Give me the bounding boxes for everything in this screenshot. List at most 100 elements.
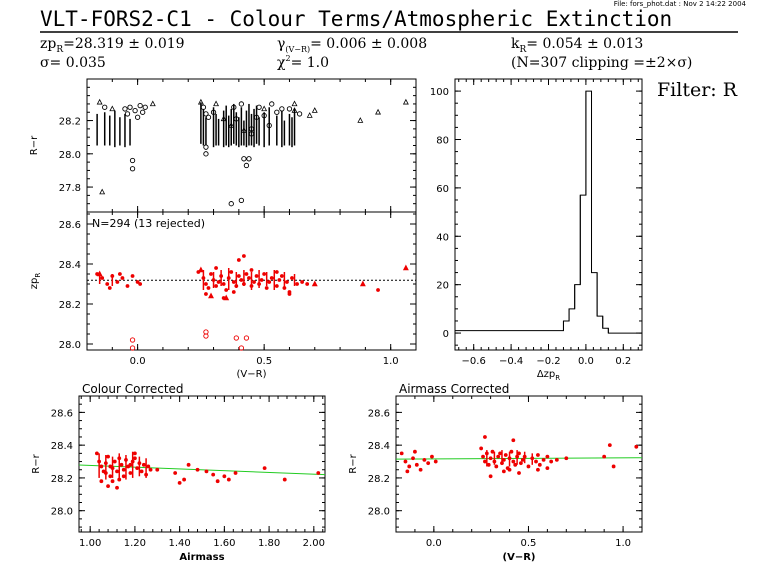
zp-symbol: zp — [40, 36, 56, 52]
dot-point — [545, 466, 550, 470]
dot-point — [611, 464, 616, 469]
dot-point — [483, 459, 487, 464]
dot-point — [484, 451, 489, 456]
triangle-point — [291, 100, 298, 107]
dot-point — [128, 462, 133, 467]
y-tick-label: 28.2 — [368, 474, 390, 485]
circle-point — [261, 112, 267, 119]
dot-point — [110, 479, 115, 484]
y-tick-label: 100 — [430, 87, 449, 98]
dot-point — [211, 278, 216, 282]
x-tick-label: 0.2 — [615, 356, 631, 367]
dot-point — [108, 464, 113, 469]
dot-point — [146, 464, 151, 469]
dot-point — [259, 278, 264, 282]
dot-point — [287, 292, 292, 296]
x-axis-label: Airmass — [179, 552, 224, 563]
dot-point — [231, 280, 236, 284]
dot-point — [121, 467, 126, 472]
y-tick-label: 28.6 — [59, 220, 81, 231]
dot-point — [121, 474, 126, 479]
triangle-point — [96, 98, 103, 105]
dot-point — [486, 462, 491, 467]
dot-point — [209, 272, 213, 276]
x-axis-label-sub: R — [555, 374, 560, 382]
fit-line — [78, 464, 326, 476]
circle-point — [243, 335, 250, 341]
dot-point — [422, 458, 427, 462]
dot-point — [216, 280, 221, 284]
y-tick-label: 28.4 — [51, 441, 73, 452]
dot-point — [215, 479, 220, 484]
dot-point — [155, 467, 160, 472]
x-tick-label: 1.60 — [213, 538, 235, 549]
circle-point — [102, 104, 108, 110]
dot-point — [515, 454, 520, 459]
dot-point — [222, 474, 227, 479]
dot-point — [541, 458, 546, 462]
dot-point — [279, 274, 284, 278]
chi-superscript: 2 — [285, 54, 290, 63]
triangle-point — [261, 105, 268, 112]
triangle-point — [99, 188, 106, 195]
dot-point — [511, 438, 516, 443]
circle-point — [137, 102, 143, 109]
sigma-readout: σ= 0.035 — [40, 55, 106, 71]
y-tick-label: 28.2 — [59, 117, 81, 128]
dot-point — [221, 282, 226, 286]
dot-point — [549, 459, 554, 464]
dot-point — [226, 276, 231, 280]
x-tick-label: 1.40 — [169, 538, 191, 549]
dot-point — [244, 272, 249, 276]
circle-point — [248, 126, 255, 132]
dot-point — [503, 453, 508, 457]
y-tick-label: 60 — [436, 184, 449, 195]
file-info: File: fors_phot.dat : Nov 2 14:22 2004 — [614, 0, 747, 8]
dot-point — [522, 454, 527, 459]
dot-point — [262, 272, 267, 276]
panel-title: Airmass Corrected — [399, 382, 509, 396]
circle-point — [238, 197, 245, 204]
dot-point — [290, 276, 294, 280]
chi-value: = 1.0 — [291, 55, 329, 71]
page-title: VLT-FORS2-C1 - Colour Terms/Atmospheric … — [40, 7, 672, 31]
x-axis-label: (V−R) — [503, 552, 536, 563]
dot-point — [407, 464, 412, 469]
dot-point — [103, 461, 108, 466]
dot-point — [262, 466, 267, 470]
dot-point — [300, 280, 305, 284]
dot-point — [530, 456, 535, 461]
dot-point — [97, 459, 102, 464]
y-tick-label: 28.4 — [368, 441, 390, 452]
y-axis-label: R−r — [348, 453, 359, 473]
y-tick-label: 28.2 — [59, 300, 81, 311]
x-tick-label: 1.20 — [124, 538, 146, 549]
gamma-symbol: γ — [277, 36, 285, 52]
dot-point — [106, 484, 110, 489]
dot-point — [177, 480, 182, 485]
y-tick-label: 28.6 — [51, 408, 73, 419]
zp-readout: zpR=28.319 ± 0.019 — [40, 36, 185, 55]
dot-point — [295, 282, 299, 286]
dot-point — [236, 258, 241, 262]
circle-point — [134, 114, 141, 120]
dot-point — [133, 451, 137, 456]
gamma-subscript: (V−R) — [285, 45, 310, 54]
dot-point — [236, 274, 241, 278]
circle-point — [203, 111, 209, 117]
circle-point — [286, 106, 293, 112]
dot-point — [536, 467, 540, 472]
circle-point — [253, 114, 260, 120]
x-tick-label: 1.80 — [258, 538, 280, 549]
x-axis-label: (V−R) — [237, 369, 267, 380]
dot-point — [257, 282, 261, 286]
dot-point — [144, 472, 148, 477]
dot-point — [108, 474, 113, 479]
dot-point — [479, 446, 484, 451]
dot-point — [488, 456, 493, 461]
dot-point — [492, 459, 497, 464]
x-tick-label: −0.2 — [536, 356, 560, 367]
panel-title: Colour Corrected — [82, 382, 184, 396]
dot-point — [494, 464, 499, 469]
dot-point — [133, 456, 137, 461]
